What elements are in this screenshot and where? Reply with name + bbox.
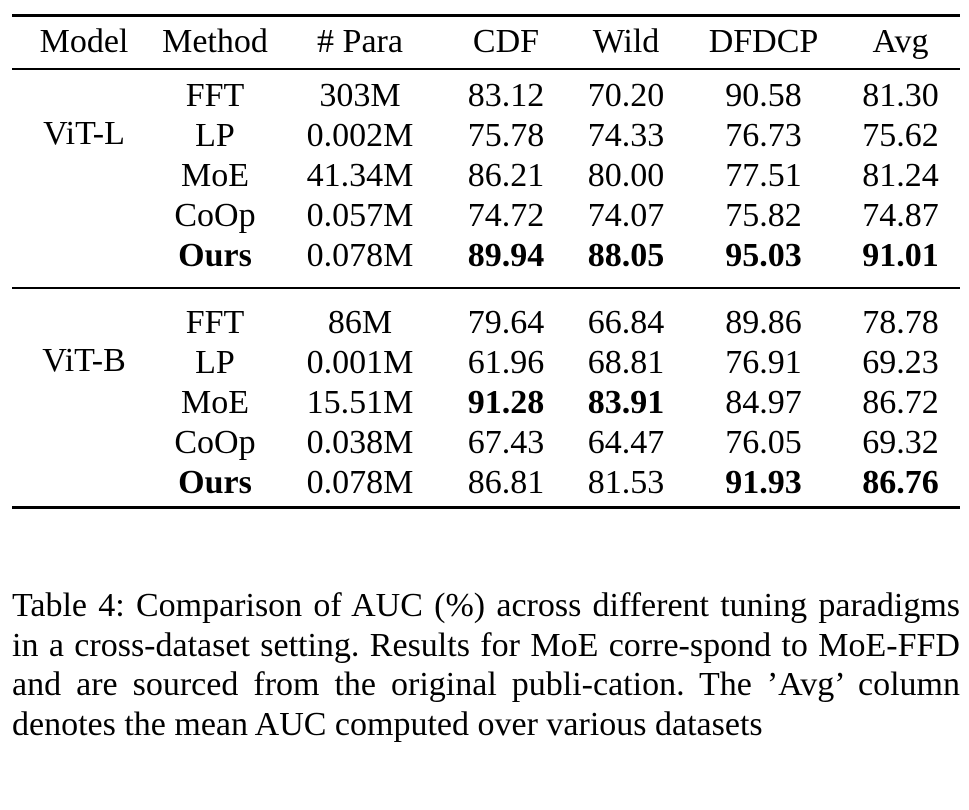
table-row: ViT-L FFT 303M 83.12 70.20 90.58 81.30 (12, 62, 960, 152)
table-header-rule (12, 68, 960, 70)
table-row: Ours 0.078M 89.94 88.05 95.03 91.01 (12, 236, 960, 289)
cdf-cell: 91.28 (467, 384, 545, 421)
cdf-cell: 61.96 (467, 344, 545, 381)
method-cell: Ours (178, 237, 252, 274)
wild-cell: 80.00 (587, 157, 665, 194)
avg-cell: 81.30 (862, 77, 939, 114)
para-cell: 0.057M (306, 197, 414, 234)
para-cell: 86M (327, 304, 393, 341)
para-cell: 0.078M (306, 237, 414, 274)
method-cell: LP (195, 117, 235, 154)
method-cell: MoE (181, 157, 249, 194)
table-row: LP 0.001M 61.96 68.81 76.91 69.23 (12, 343, 960, 383)
avg-cell: 86.72 (862, 384, 939, 421)
table-bottom-rule (12, 506, 960, 509)
table-row: MoE 15.51M 91.28 83.91 84.97 86.72 (12, 383, 960, 423)
table-row: CoOp 0.057M 74.72 74.07 75.82 74.87 (12, 196, 960, 236)
cdf-cell: 86.81 (467, 464, 545, 501)
header-model: Model (39, 23, 129, 60)
dfdcp-cell: 76.73 (725, 117, 802, 154)
method-cell: FFT (185, 304, 245, 341)
table-header-row: Model Method # Para CDF Wild DFDCP Avg (12, 0, 960, 62)
avg-cell: 74.87 (862, 197, 939, 234)
dfdcp-cell: 76.91 (725, 344, 802, 381)
table-row: CoOp 0.038M 67.43 64.47 76.05 69.32 (12, 423, 960, 463)
cdf-cell: 74.72 (467, 197, 545, 234)
wild-cell: 81.53 (587, 464, 665, 501)
avg-cell: 91.01 (862, 237, 939, 274)
method-cell: MoE (181, 384, 249, 421)
para-cell: 0.078M (306, 464, 414, 501)
table-row: Ours 0.078M 86.81 81.53 91.93 86.76 (12, 463, 960, 516)
table-group-separator (12, 287, 960, 289)
para-cell: 0.038M (306, 424, 414, 461)
results-table: Model Method # Para CDF Wild DFDCP Avg V… (12, 0, 960, 516)
cdf-cell: 86.21 (467, 157, 545, 194)
dfdcp-cell: 77.51 (725, 157, 802, 194)
wild-cell: 74.33 (587, 117, 665, 154)
dfdcp-cell: 91.93 (725, 464, 802, 501)
avg-cell: 78.78 (862, 304, 939, 341)
header-wild: Wild (592, 23, 660, 60)
header-avg: Avg (872, 23, 929, 60)
wild-cell: 70.20 (587, 77, 665, 114)
cdf-cell: 79.64 (467, 304, 545, 341)
table-row: LP 0.002M 75.78 74.33 76.73 75.62 (12, 116, 960, 156)
wild-cell: 68.81 (587, 344, 665, 381)
model-cell: ViT-B (42, 342, 126, 379)
para-cell: 15.51M (306, 384, 414, 421)
header-para: # Para (317, 23, 403, 60)
cdf-cell: 75.78 (467, 117, 545, 154)
model-cell: ViT-L (43, 115, 125, 152)
dfdcp-cell: 90.58 (725, 77, 802, 114)
dfdcp-cell: 89.86 (725, 304, 802, 341)
cdf-cell: 89.94 (467, 237, 545, 274)
avg-cell: 75.62 (862, 117, 939, 154)
method-cell: CoOp (174, 197, 256, 234)
para-cell: 0.001M (306, 344, 414, 381)
avg-cell: 81.24 (862, 157, 939, 194)
table-top-rule (12, 14, 960, 17)
wild-cell: 66.84 (587, 304, 665, 341)
avg-cell: 86.76 (862, 464, 939, 501)
dfdcp-cell: 76.05 (725, 424, 802, 461)
cdf-cell: 83.12 (467, 77, 545, 114)
header-dfdcp: DFDCP (708, 23, 819, 60)
para-cell: 303M (319, 77, 401, 114)
wild-cell: 64.47 (587, 424, 665, 461)
method-cell: CoOp (174, 424, 256, 461)
avg-cell: 69.32 (862, 424, 939, 461)
header-cdf: CDF (472, 23, 540, 60)
avg-cell: 69.23 (862, 344, 939, 381)
para-cell: 0.002M (306, 117, 414, 154)
wild-cell: 88.05 (587, 237, 665, 274)
wild-cell: 83.91 (587, 384, 665, 421)
method-cell: FFT (185, 77, 245, 114)
header-method: Method (162, 23, 268, 60)
dfdcp-cell: 84.97 (725, 384, 802, 421)
wild-cell: 74.07 (587, 197, 665, 234)
dfdcp-cell: 95.03 (725, 237, 802, 274)
table-row: MoE 41.34M 86.21 80.00 77.51 81.24 (12, 156, 960, 196)
table-row: ViT-B FFT 86M 79.64 66.84 89.86 78.78 (12, 289, 960, 379)
method-cell: Ours (178, 464, 252, 501)
para-cell: 41.34M (306, 157, 414, 194)
dfdcp-cell: 75.82 (725, 197, 802, 234)
cdf-cell: 67.43 (467, 424, 545, 461)
method-cell: LP (195, 344, 235, 381)
table-caption: Table 4: Comparison of AUC (%) across di… (12, 587, 960, 743)
